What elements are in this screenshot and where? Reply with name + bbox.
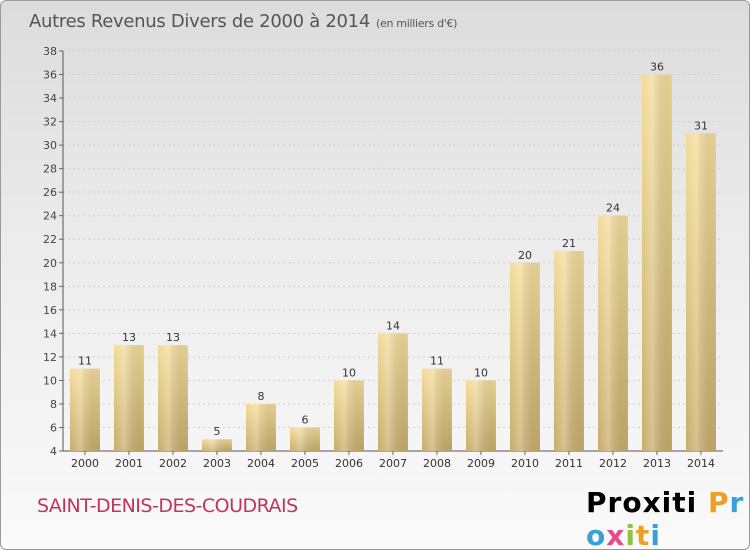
x-tick-label: 2007 bbox=[379, 457, 407, 470]
bar-shine bbox=[158, 345, 188, 451]
bars-layer bbox=[70, 74, 716, 451]
y-tick-label: 24 bbox=[43, 210, 57, 223]
bar-value-label: 6 bbox=[302, 413, 309, 426]
y-tick-label: 34 bbox=[43, 92, 57, 105]
y-tick-label: 12 bbox=[43, 351, 57, 364]
chart-unit-note: (en milliers d'€) bbox=[375, 17, 458, 30]
bar-value-label: 11 bbox=[430, 355, 444, 368]
x-tick-label: 2013 bbox=[643, 457, 671, 470]
bar-value-label: 8 bbox=[258, 390, 265, 403]
proxiti-logo: Proxiti Proxiti bbox=[586, 486, 745, 550]
y-tick-label: 4 bbox=[50, 445, 57, 458]
x-tick-label: 2010 bbox=[511, 457, 539, 470]
y-tick-label: 22 bbox=[43, 233, 57, 246]
bar-value-label: 10 bbox=[474, 366, 488, 379]
labels-layer: 11 2000 13 2001 13 2002 5 2003 8 2004 6 2005 10 2006 1… bbox=[71, 61, 715, 470]
bar-shine bbox=[422, 368, 452, 451]
bar-shine bbox=[378, 333, 408, 451]
y-tick-label: 30 bbox=[43, 139, 57, 152]
commune-name: SAINT-DENIS-DES-COUDRAIS bbox=[37, 495, 298, 517]
logo-text: Proxiti bbox=[586, 486, 698, 519]
bar-value-label: 20 bbox=[518, 249, 532, 262]
y-tick-label: 32 bbox=[43, 116, 57, 129]
bar-value-label: 36 bbox=[650, 61, 664, 74]
y-tick-label: 38 bbox=[43, 45, 57, 58]
y-tick-label: 18 bbox=[43, 280, 57, 293]
x-tick-label: 2008 bbox=[423, 457, 451, 470]
bar-shine bbox=[114, 345, 144, 451]
bar-shine bbox=[686, 133, 716, 451]
bar-value-label: 14 bbox=[386, 319, 400, 332]
x-tick-label: 2009 bbox=[467, 457, 495, 470]
bar-value-label: 13 bbox=[122, 331, 136, 344]
x-tick-label: 2012 bbox=[599, 457, 627, 470]
bar-value-label: 5 bbox=[214, 425, 221, 438]
y-tick-label: 36 bbox=[43, 69, 57, 82]
bar-shine bbox=[70, 368, 100, 451]
x-tick-label: 2005 bbox=[291, 457, 319, 470]
chart-title: Autres Revenus Divers de 2000 à 2014 (en … bbox=[29, 11, 457, 32]
y-tick-label: 16 bbox=[43, 304, 57, 317]
bar-shine bbox=[334, 380, 364, 451]
x-tick-label: 2000 bbox=[71, 457, 99, 470]
y-tick-label: 20 bbox=[43, 257, 57, 270]
y-tick-label: 26 bbox=[43, 186, 57, 199]
bar-value-label: 31 bbox=[694, 119, 708, 132]
x-tick-label: 2006 bbox=[335, 457, 363, 470]
bar-shine bbox=[642, 74, 672, 451]
bar-value-label: 24 bbox=[606, 202, 620, 215]
x-tick-label: 2001 bbox=[115, 457, 143, 470]
bar-shine bbox=[598, 215, 628, 451]
y-tick-label: 14 bbox=[43, 327, 57, 340]
bar-value-label: 21 bbox=[562, 237, 576, 250]
bar-shine bbox=[466, 380, 496, 451]
bar-shine bbox=[554, 251, 584, 451]
y-tick-label: 28 bbox=[43, 163, 57, 176]
bar-value-label: 10 bbox=[342, 366, 356, 379]
x-tick-label: 2011 bbox=[555, 457, 583, 470]
bar-shine bbox=[202, 439, 232, 451]
bar-value-label: 13 bbox=[166, 331, 180, 344]
bar-shine bbox=[290, 427, 320, 451]
bar-shine bbox=[246, 403, 276, 451]
x-tick-label: 2003 bbox=[203, 457, 231, 470]
y-tick-label: 6 bbox=[50, 421, 57, 434]
x-tick-label: 2014 bbox=[687, 457, 715, 470]
y-tick-label: 10 bbox=[43, 374, 57, 387]
x-tick-label: 2004 bbox=[247, 457, 275, 470]
bar-value-label: 11 bbox=[78, 355, 92, 368]
chart-title-text: Autres Revenus Divers de 2000 à 2014 bbox=[29, 11, 370, 32]
x-tick-label: 2002 bbox=[159, 457, 187, 470]
bar-shine bbox=[510, 262, 540, 451]
y-tick-label: 8 bbox=[50, 398, 57, 411]
